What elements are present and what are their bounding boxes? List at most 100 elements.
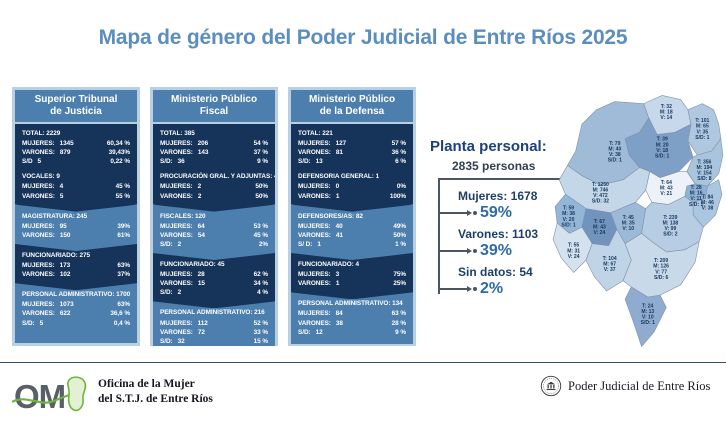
footer: OM Oficina de la Mujer del S.T.J. de Ent… — [0, 363, 726, 441]
stat-group: TOTAL: 221 MUJERES: 127 57 % VARONES: 81 36 % S… — [298, 129, 406, 166]
stat-row-label: VARONES: — [160, 149, 193, 157]
stat-group: PROCURACIÓN GRAL. Y ADJUNTAS: 4 MUJERES: 2… — [160, 172, 268, 200]
stat-row-label: MUJERES: — [160, 222, 193, 230]
stat-row-label: VARONES: — [298, 149, 331, 157]
dept-label-federal: T: 39 M: 20 V: 18 S/D: 1 — [655, 137, 669, 160]
stat-row: MUJERES: 127 57 % — [298, 139, 406, 148]
stat-group-header: PERSONAL ADMINISTRATIVO: 216 — [160, 309, 265, 317]
stat-row-label: VARONES: — [160, 192, 193, 200]
stat-group: PERSONAL ADMINISTRATIVO: 1700 MUJERES: 107… — [22, 290, 130, 327]
stat-group: MAGISTRATURA: 245 MUJERES: 95 39% VARONES: 15… — [22, 212, 130, 240]
panel-section-ministerio-publico-de-la-defensa-0: TOTAL: 221 MUJERES: 127 57 % VARONES: 81 36 % S… — [291, 124, 413, 212]
stat-row-value: 5 — [37, 158, 42, 166]
stat-row: MUJERES: 3 75% — [298, 270, 406, 279]
stat-row-percent: 61% — [117, 231, 130, 239]
stats-item-label-2: Sin datos: 54 — [458, 265, 533, 279]
stat-row-percent: 62 % — [253, 271, 268, 279]
stat-group-header: VOCALES: 9 — [22, 173, 60, 181]
stat-row-label: VARONES: — [298, 280, 331, 288]
om-logo-text: OM — [14, 378, 65, 415]
stat-row-value: 64 — [197, 222, 205, 230]
stat-row-label: MUJERES: — [22, 140, 55, 148]
stat-group-header: FUNCIONARIADO: 275 — [22, 251, 90, 259]
stats-item-label-0: Mujeres: 1678 — [458, 189, 538, 203]
stat-row-value: 12 — [315, 328, 323, 336]
stat-row-percent: 63 % — [391, 310, 406, 318]
stat-group-header: PERSONAL ADMINISTRATIVO: 1700 — [22, 291, 131, 299]
stat-row-percent: 49% — [393, 222, 406, 230]
stat-row-percent: 15 % — [253, 337, 268, 345]
stat-row-value: 2 — [197, 192, 202, 200]
stat-row-percent: 36 % — [391, 149, 406, 157]
stat-row-value: 0 — [335, 183, 340, 191]
panel-section-superior-tribunal-de-justicia-3: PERSONAL ADMINISTRATIVO: 1700 MUJERES: 107… — [15, 283, 137, 343]
stat-row-percent: 50% — [255, 192, 268, 200]
stats-item-branch-0: 59% — [439, 204, 570, 222]
stat-row-percent: 1 % — [395, 240, 406, 248]
stat-row-percent: 100% — [389, 192, 406, 200]
panel-title-ministerio-publico-fiscal: Ministerio Público Fiscal — [153, 90, 275, 122]
dept-label-parana: T: 1250 M: 746 V: 472 S/D: 32 — [592, 182, 609, 205]
stat-row-percent: 37 % — [253, 149, 268, 157]
stat-row-label: MUJERES: — [160, 271, 193, 279]
stat-row: MUJERES: 28 62 % — [160, 270, 268, 279]
branch-arrow-icon — [467, 210, 472, 216]
stat-row: VARONES: 1 100% — [298, 192, 406, 201]
stat-row: VARONES: 622 36,6 % — [22, 309, 130, 318]
stat-group: FISCALES: 120 MUJERES: 64 53 % VARONES: 54 45 … — [160, 212, 268, 249]
stat-group-header: TOTAL: 2229 — [22, 130, 61, 137]
om-logo-wave — [12, 392, 73, 404]
stat-row-percent: 0,4 % — [113, 319, 130, 327]
footer-divider — [0, 362, 726, 363]
stat-row-percent: 4 % — [257, 289, 268, 297]
stat-row-percent: 6 % — [395, 158, 406, 166]
stats-item-label-1: Varones: 1103 — [458, 227, 539, 241]
dept-label-tala: T: 45 M: 35 V: 10 — [622, 215, 635, 232]
stat-group-header: TOTAL: 385 — [160, 130, 195, 137]
stat-row-percent: 0,22 % — [110, 158, 130, 166]
stat-group: TOTAL: 385 MUJERES: 206 54 % VARONES: 143 37 %… — [160, 129, 268, 166]
stat-group-header: PERSONAL ADMINISTRATIVO: 134 — [298, 300, 403, 308]
stat-row-value: 2 — [177, 289, 182, 297]
poder-judicial-label: Poder Judicial de Entre Ríos — [568, 378, 711, 393]
dept-label-diamante: T: 59 M: 38 V: 20 S/D: 1 — [561, 206, 575, 229]
stat-row-value: 15 — [197, 280, 205, 288]
stat-row-label: VARONES: — [22, 310, 55, 318]
stat-row: MUJERES: 95 39% — [22, 222, 130, 231]
dept-label-san-salvador: T: 28 M: 16 V: 11 S/D: 1 — [689, 185, 703, 208]
stat-row: S/D: 36 9 % — [160, 157, 268, 166]
stat-row: MUJERES: 64 53 % — [160, 222, 268, 231]
panel-title-line: de Justicia — [50, 106, 102, 117]
panel-body-superior-tribunal-de-justicia: TOTAL: 2229 MUJERES: 1345 60,34 % VARONES: 87… — [15, 124, 137, 343]
stat-row: VARONES: 15 34 % — [160, 279, 268, 288]
stat-row: MUJERES: 40 49% — [298, 222, 406, 231]
stat-row-percent: 0% — [396, 183, 406, 191]
stat-row-label: S/D: — [160, 337, 173, 345]
stat-row-value: 54 — [197, 231, 205, 239]
stat-row: MUJERES: 1345 60,34 % — [22, 139, 130, 148]
stat-row: S/D: 13 6 % — [298, 157, 406, 166]
panel-section-superior-tribunal-de-justicia-1: MAGISTRATURA: 245 MUJERES: 95 39% VARONES: 15… — [15, 205, 137, 251]
stat-row-label: MUJERES: — [22, 222, 55, 230]
stat-row-percent: 36,6 % — [110, 310, 130, 318]
panel-title-line: Superior Tribunal — [34, 94, 118, 105]
stat-row-value: 38 — [335, 319, 343, 327]
stat-row-percent: 45 % — [253, 231, 268, 239]
panel-section-ministerio-publico-fiscal-3: PERSONAL ADMINISTRATIVO: 216 MUJERES: 112 5… — [153, 301, 275, 346]
stat-row-label: VARONES: — [22, 149, 55, 157]
stat-row-percent: 50% — [393, 231, 406, 239]
stat-row: MUJERES: 173 63% — [22, 261, 130, 270]
stat-row-value: 95 — [59, 222, 67, 230]
stat-row-percent: 55 % — [115, 192, 130, 200]
branch-dot-icon — [473, 211, 477, 215]
stat-row: MUJERES: 1073 63% — [22, 300, 130, 309]
stat-row-value: 5 — [39, 319, 44, 327]
om-org-name: Oficina de la Mujer del S.T.J. de Entre … — [98, 377, 213, 407]
panel-title-line: Fiscal — [199, 106, 229, 117]
stat-group-header: PROCURACIÓN GRAL. Y ADJUNTAS: 4 — [160, 173, 278, 181]
om-org-line1: Oficina de la Mujer — [98, 378, 195, 390]
stat-row-percent: 57 % — [391, 140, 406, 148]
stat-group-header: MAGISTRATURA: 245 — [22, 212, 88, 220]
stat-row-label: S/D: — [22, 319, 35, 327]
